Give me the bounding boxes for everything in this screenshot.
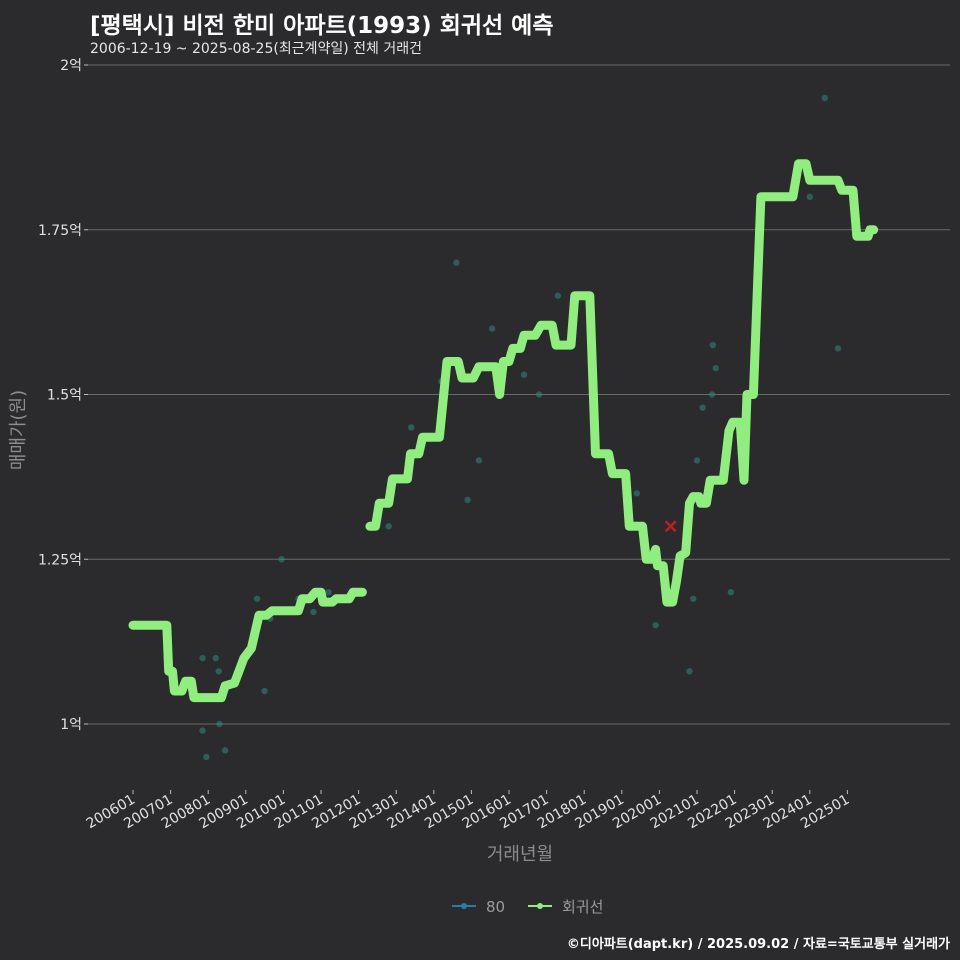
chart-title: [평택시] 비전 한미 아파트(1993) 회귀선 예측	[90, 13, 554, 39]
data-point	[699, 404, 706, 411]
regression-line-segment	[365, 159, 879, 607]
data-point	[535, 391, 543, 398]
highlight-x-marker	[664, 520, 677, 533]
source-caption: ©디아파트(dapt.kr) / 2025.09.02 / 자료=국토교통부 실…	[566, 937, 950, 952]
x-axis-ticks: 2006012007012008012009012010012011012012…	[84, 790, 852, 832]
data-point	[690, 595, 697, 602]
data-point	[385, 523, 392, 530]
data-point	[834, 345, 842, 352]
data-point	[199, 654, 206, 662]
data-point	[203, 753, 210, 761]
legend-label: 회귀선	[562, 898, 603, 916]
chart-subtitle: 2006-12-19 ~ 2025-08-25(최근계약일) 전체 거래건	[90, 41, 422, 57]
data-point	[199, 727, 206, 734]
data-point	[310, 608, 317, 616]
y-tick-label: 2억	[60, 58, 82, 74]
data-point	[325, 589, 332, 596]
y-tick-label: 1.75억	[38, 223, 82, 239]
data-point	[554, 292, 562, 299]
x-axis-label: 거래년월	[487, 844, 553, 865]
legend-swatch-dot	[461, 903, 467, 909]
data-point	[652, 621, 659, 629]
data-point	[806, 193, 813, 200]
y-tick-label: 1.5억	[47, 388, 82, 404]
data-point	[686, 668, 693, 675]
trend-line-layer	[128, 159, 879, 703]
y-tick-label: 1.25억	[38, 552, 82, 568]
data-point	[212, 654, 219, 662]
data-point	[453, 259, 460, 266]
legend-label: 80	[486, 898, 505, 916]
highlight-marker-layer	[664, 520, 677, 533]
data-point	[408, 424, 415, 431]
y-axis-ticks: 1억 1.25억 1.5억 1.75억 2억	[38, 58, 88, 733]
data-point	[278, 556, 285, 563]
data-point	[633, 490, 641, 497]
regression-line-segment	[128, 587, 367, 703]
data-point	[215, 668, 222, 675]
legend: 80 회귀선	[452, 898, 603, 916]
data-point	[475, 457, 483, 464]
data-point	[261, 687, 268, 695]
data-point	[727, 589, 735, 596]
data-point	[216, 720, 223, 728]
data-point	[821, 94, 829, 102]
data-point	[253, 595, 261, 602]
y-tick-label: 1억	[60, 717, 82, 733]
data-point	[709, 341, 716, 349]
y-axis-label: 매매가(원)	[8, 390, 29, 470]
data-point	[488, 325, 496, 332]
data-point	[708, 391, 716, 398]
grid-layer	[88, 64, 950, 725]
data-point	[464, 496, 471, 504]
highlight-x-stroke	[664, 520, 677, 533]
data-point	[520, 371, 528, 378]
data-point	[221, 747, 229, 754]
legend-swatch-dot	[537, 903, 543, 909]
data-point	[693, 457, 701, 464]
data-point	[712, 364, 719, 372]
